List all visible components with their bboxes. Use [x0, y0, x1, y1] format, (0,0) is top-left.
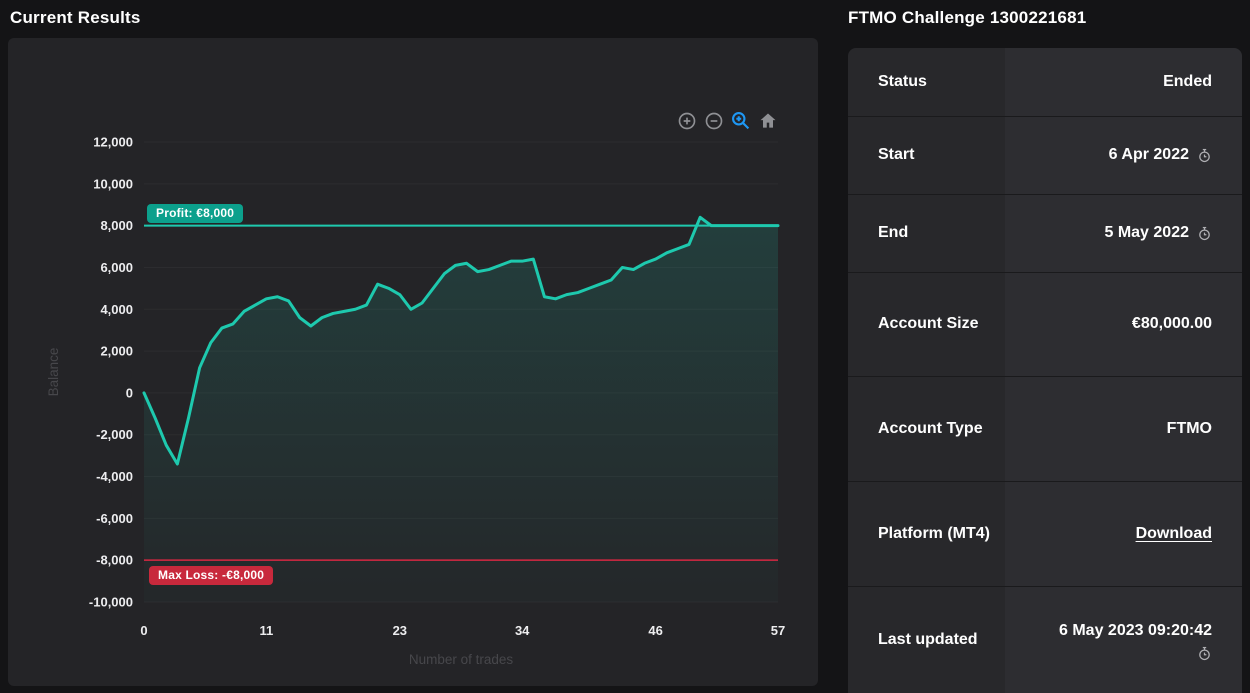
x-tick-label: 57 [771, 623, 785, 638]
chart-toolbar [676, 110, 778, 131]
y-tick-label: -2,000 [96, 427, 133, 442]
detail-value-text: FTMO [1166, 419, 1212, 437]
balance-area-fill [144, 217, 778, 603]
y-tick-label: 12,000 [93, 135, 133, 150]
detail-value-last-updated: 6 May 2023 09:20:42 [1005, 587, 1242, 693]
zoom-out-icon[interactable] [703, 110, 724, 131]
y-tick-label: 2,000 [100, 344, 133, 359]
detail-value-platform-mt4-: Download [1005, 482, 1242, 587]
challenge-title: FTMO Challenge 1300221681 [848, 8, 1087, 27]
challenge-details-table: Status Ended Start 6 Apr 2022 End 5 May 2022 A… [848, 48, 1242, 693]
y-tick-label: 8,000 [100, 218, 133, 233]
y-tick-label: -6,000 [96, 511, 133, 526]
y-tick-label: 4,000 [100, 302, 133, 317]
detail-label-start: Start [848, 117, 1005, 195]
stopwatch-icon [1197, 226, 1212, 241]
max-loss-badge: Max Loss: -€8,000 [149, 566, 274, 586]
detail-value-text: Ended [1163, 72, 1212, 90]
detail-label-platform-mt4-: Platform (MT4) [848, 482, 1005, 587]
detail-label-text: Platform (MT4) [878, 524, 990, 542]
x-tick-label: 46 [648, 623, 662, 638]
current-results-title: Current Results [10, 8, 141, 27]
detail-label-account-size: Account Size [848, 273, 1005, 377]
detail-value-text: 6 May 2023 09:20:42 [1059, 621, 1212, 639]
x-tick-label: 23 [393, 623, 407, 638]
stopwatch-icon [1197, 148, 1212, 163]
y-tick-label: -4,000 [96, 469, 133, 484]
x-axis-title: Number of trades [409, 652, 514, 667]
detail-value-account-size: €80,000.00 [1005, 273, 1242, 377]
detail-label-account-type: Account Type [848, 377, 1005, 482]
selection-zoom-icon[interactable] [730, 110, 751, 131]
detail-label-text: End [878, 224, 909, 242]
y-tick-label: 6,000 [100, 260, 133, 275]
detail-label-text: Status [878, 72, 927, 90]
detail-value-text: €80,000.00 [1131, 315, 1212, 333]
detail-label-last-updated: Last updated [848, 587, 1005, 693]
balance-series-line [142, 215, 780, 466]
download-link[interactable]: Download [1135, 524, 1212, 542]
y-tick-label: 0 [126, 385, 133, 400]
detail-value-text: 6 Apr 2022 [1108, 146, 1189, 164]
stopwatch-icon [1197, 646, 1212, 661]
detail-label-end: End [848, 195, 1005, 273]
y-tick-label: 10,000 [93, 176, 133, 191]
detail-label-text: Account Size [878, 315, 979, 333]
detail-value-text: 5 May 2022 [1104, 224, 1189, 242]
balance-line-chart[interactable]: 12,000 10,000 8,000 6,000 4,000 2,000 0 -2,000 -… [8, 38, 818, 686]
detail-value-end: 5 May 2022 [1005, 195, 1242, 273]
zoom-in-icon[interactable] [676, 110, 697, 131]
x-tick-label: 34 [515, 623, 530, 638]
y-axis-title: Balance [46, 348, 61, 397]
detail-label-text: Last updated [878, 630, 978, 648]
detail-label-text: Account Type [878, 419, 983, 437]
y-tick-label: -10,000 [89, 595, 133, 610]
detail-value-account-type: FTMO [1005, 377, 1242, 482]
detail-value-start: 6 Apr 2022 [1005, 117, 1242, 195]
detail-label-text: Start [878, 146, 915, 164]
profit-target-badge: Profit: €8,000 [147, 203, 244, 223]
x-tick-label: 11 [259, 623, 273, 638]
reset-zoom-home-icon[interactable] [757, 110, 778, 131]
y-tick-label: -8,000 [96, 553, 133, 568]
x-tick-label: 0 [140, 623, 147, 638]
detail-label-status: Status [848, 48, 1005, 117]
balance-chart-panel: 12,000 10,000 8,000 6,000 4,000 2,000 0 -2,000 -… [8, 38, 818, 686]
detail-value-status: Ended [1005, 48, 1242, 117]
